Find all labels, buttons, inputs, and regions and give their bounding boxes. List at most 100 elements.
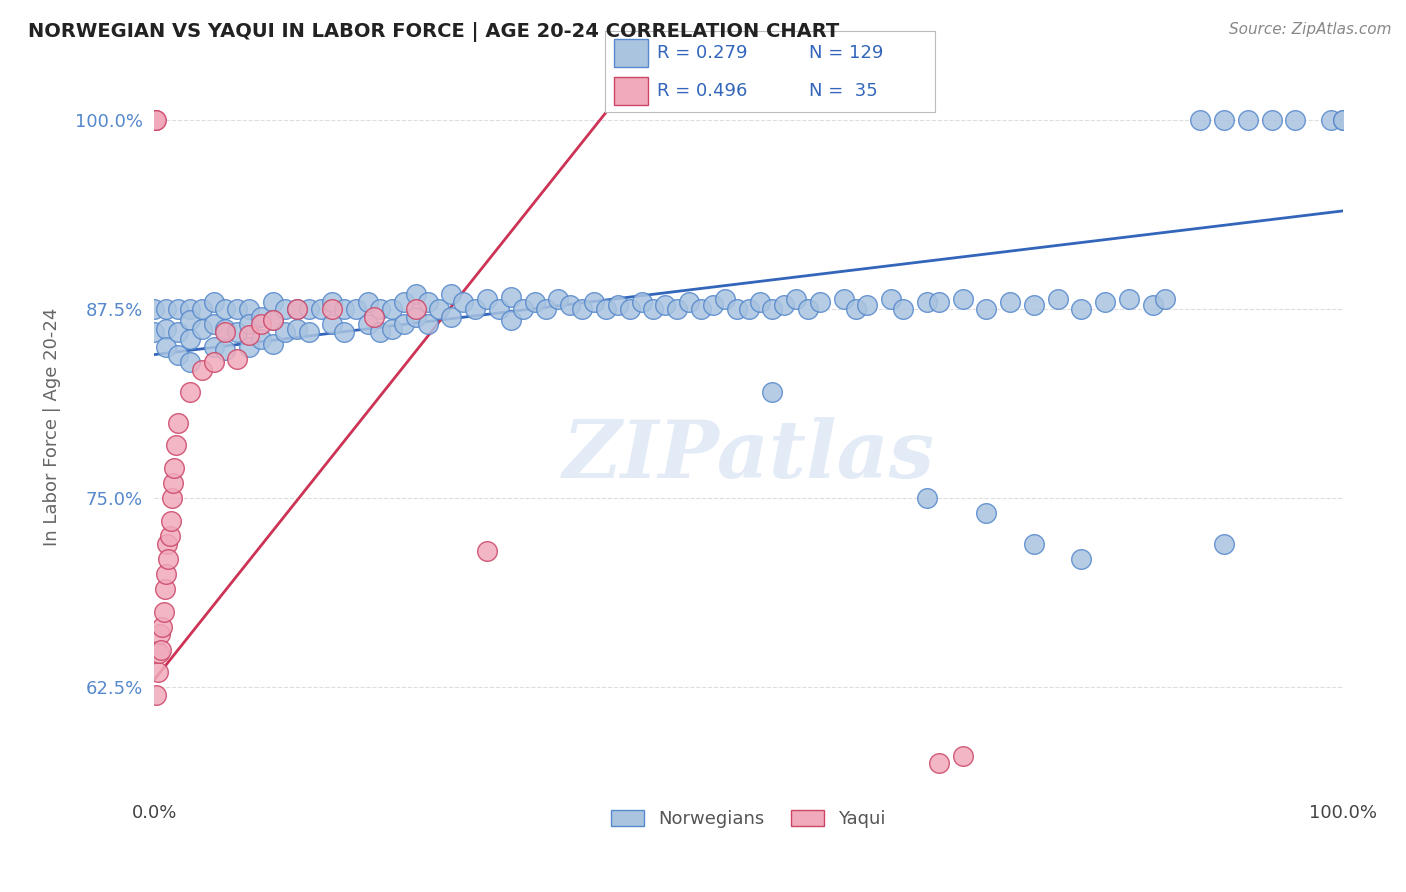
Text: Source: ZipAtlas.com: Source: ZipAtlas.com [1229, 22, 1392, 37]
Point [285, 322, 308, 336]
Point [214, 325, 236, 339]
Point [148, 646, 170, 660]
Point [915, 294, 938, 309]
Point [155, 340, 177, 354]
Point [274, 302, 297, 317]
Point [499, 313, 522, 327]
Point [416, 294, 439, 309]
Point [333, 302, 356, 317]
Point [440, 310, 463, 324]
Point [856, 298, 879, 312]
Point [143, 325, 166, 339]
Point [160, 491, 183, 506]
Point [155, 322, 177, 336]
Point [416, 318, 439, 332]
Point [179, 302, 201, 317]
Text: N =  35: N = 35 [810, 82, 879, 100]
Point [571, 302, 593, 317]
Point [321, 318, 343, 332]
Point [832, 292, 855, 306]
Point [357, 294, 380, 309]
Point [145, 113, 167, 128]
Point [238, 340, 260, 354]
Point [1213, 113, 1236, 128]
Point [149, 627, 172, 641]
Point [344, 302, 367, 317]
Point [1331, 113, 1354, 128]
Point [761, 302, 783, 317]
Point [321, 294, 343, 309]
Point [643, 302, 665, 317]
Point [298, 302, 321, 317]
FancyBboxPatch shape [614, 77, 648, 105]
Point [143, 113, 166, 128]
Point [157, 552, 180, 566]
Point [928, 756, 950, 770]
Point [808, 294, 831, 309]
Point [952, 748, 974, 763]
Point [654, 298, 676, 312]
Point [145, 688, 167, 702]
Point [190, 322, 212, 336]
Point [560, 298, 582, 312]
Point [974, 507, 997, 521]
Text: N = 129: N = 129 [810, 45, 884, 62]
Point [262, 313, 284, 327]
Point [725, 302, 748, 317]
Point [619, 302, 641, 317]
Point [250, 318, 273, 332]
Point [690, 302, 713, 317]
Point [152, 605, 174, 619]
Point [262, 337, 284, 351]
Point [1284, 113, 1306, 128]
Point [250, 333, 273, 347]
Point [1331, 113, 1354, 128]
Y-axis label: In Labor Force | Age 20-24: In Labor Force | Age 20-24 [44, 307, 60, 546]
Point [547, 292, 569, 306]
Point [773, 298, 796, 312]
Point [309, 302, 332, 317]
Point [226, 352, 249, 367]
Point [202, 355, 225, 369]
Point [167, 348, 190, 362]
Point [156, 537, 179, 551]
Point [250, 310, 273, 324]
Point [274, 325, 297, 339]
Point [499, 290, 522, 304]
Point [928, 294, 950, 309]
Point [974, 302, 997, 317]
Text: R = 0.279: R = 0.279 [658, 45, 748, 62]
Text: NORWEGIAN VS YAQUI IN LABOR FORCE | AGE 20-24 CORRELATION CHART: NORWEGIAN VS YAQUI IN LABOR FORCE | AGE … [28, 22, 839, 42]
Point [844, 302, 866, 317]
Point [797, 302, 820, 317]
Point [357, 318, 380, 332]
Point [523, 294, 546, 309]
Point [226, 325, 249, 339]
Point [488, 302, 510, 317]
Point [785, 292, 807, 306]
Point [1094, 294, 1116, 309]
Point [429, 302, 451, 317]
Point [392, 318, 415, 332]
Point [405, 310, 427, 324]
Point [155, 566, 177, 581]
Point [595, 302, 617, 317]
Point [238, 302, 260, 317]
Point [333, 325, 356, 339]
Point [440, 287, 463, 301]
Point [155, 302, 177, 317]
Point [368, 325, 391, 339]
Point [321, 302, 343, 317]
Point [512, 302, 534, 317]
Point [1260, 113, 1282, 128]
Point [238, 318, 260, 332]
Point [475, 292, 498, 306]
Point [143, 113, 166, 128]
Point [915, 491, 938, 506]
Point [630, 294, 652, 309]
Point [179, 313, 201, 327]
FancyBboxPatch shape [614, 39, 648, 68]
Point [159, 529, 181, 543]
Point [167, 325, 190, 339]
Point [1153, 292, 1175, 306]
